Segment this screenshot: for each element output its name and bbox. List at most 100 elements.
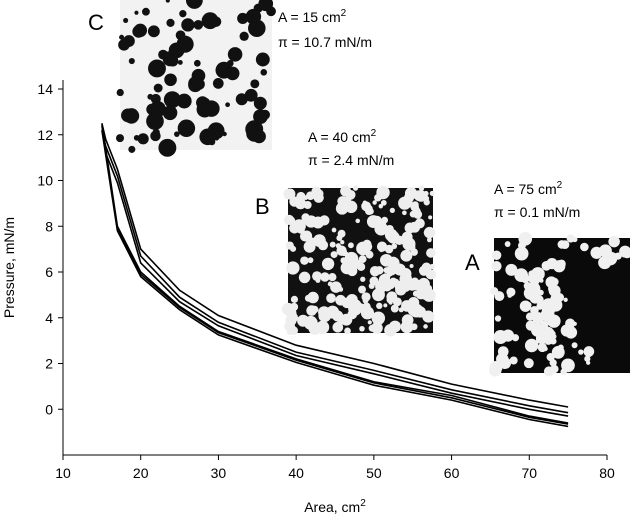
x-tick-label: 40 <box>288 465 304 481</box>
micrograph-blob <box>150 93 161 104</box>
micrograph <box>489 231 630 377</box>
micrograph-blob <box>177 60 183 65</box>
micrograph-blob <box>514 268 529 282</box>
micrograph-blob <box>525 312 535 321</box>
micrograph-blob <box>369 276 379 286</box>
micrograph-blob <box>147 25 160 38</box>
micrograph-blob <box>253 109 268 124</box>
micrograph-blob <box>368 324 376 332</box>
micrograph-blob <box>497 346 509 357</box>
micrograph-blob <box>614 252 622 260</box>
micrograph-blob <box>584 355 591 362</box>
micrograph-blob <box>543 328 551 336</box>
inset-area-sup: 2 <box>557 180 563 191</box>
micrograph-blob <box>426 237 432 243</box>
micrograph-blob <box>146 104 155 113</box>
micrograph-blob <box>225 102 230 108</box>
micrograph-blob <box>299 231 311 242</box>
micrograph-blob <box>315 278 321 283</box>
micrograph-blob <box>415 288 427 300</box>
micrograph-blob <box>152 128 160 136</box>
micrograph-blob <box>326 305 340 319</box>
micrograph-blob <box>188 78 203 93</box>
micrograph-blob <box>532 312 545 325</box>
micrograph-blob <box>193 19 204 30</box>
micrograph-blob <box>239 31 249 41</box>
micrograph-blob <box>329 241 336 248</box>
micrograph-blob <box>557 240 567 249</box>
micrograph-blob <box>418 185 425 191</box>
micrograph-blob <box>128 145 136 153</box>
micrograph-blob <box>360 306 374 320</box>
micrograph-blob <box>383 303 388 308</box>
micrograph-blob <box>543 366 554 377</box>
micrograph-blob <box>372 200 377 205</box>
micrograph-blob <box>208 138 216 146</box>
micrograph-blob <box>423 190 429 197</box>
micrograph-blob <box>499 357 512 370</box>
micrograph-blob <box>158 138 177 157</box>
micrograph-blob <box>529 292 541 304</box>
micrograph-blob <box>358 285 367 294</box>
micrograph-blob <box>153 83 163 93</box>
micrograph-blob <box>540 320 549 329</box>
micrograph-blob <box>598 256 612 270</box>
micrograph-blob <box>563 297 568 302</box>
micrograph-blob <box>358 255 367 264</box>
micrograph-blob <box>491 250 502 261</box>
micrograph-blob <box>550 277 559 286</box>
inset-letter: C <box>88 10 104 35</box>
micrograph-blob <box>315 189 324 198</box>
micrograph-blob <box>319 215 330 226</box>
micrograph-blob <box>335 294 346 306</box>
micrograph-blob <box>387 292 393 298</box>
y-tick-label: 10 <box>37 173 53 189</box>
micrograph-blob <box>387 231 400 244</box>
micrograph-blob <box>352 185 359 191</box>
micrograph-blob <box>531 267 545 281</box>
micrograph-blob <box>201 12 219 30</box>
micrograph-blob <box>176 93 192 109</box>
micrograph-blob <box>423 199 430 206</box>
micrograph-blob <box>490 287 499 296</box>
micrograph-blob <box>166 18 175 27</box>
micrograph-blob <box>380 199 387 206</box>
micrograph-blob <box>207 122 225 140</box>
y-axis-label: Pressure, mN/m <box>1 217 17 318</box>
micrograph-blob <box>524 338 539 353</box>
micrograph-blob <box>134 10 139 15</box>
micrograph-blob <box>296 197 305 207</box>
micrograph-blob <box>237 12 249 25</box>
micrograph-blob <box>586 360 591 365</box>
micrograph-blob <box>599 244 612 258</box>
micrograph-blob <box>404 222 416 234</box>
micrograph-blob <box>226 60 234 67</box>
micrograph-blob <box>376 302 383 310</box>
micrograph-blob <box>423 324 428 329</box>
x-tick-label: 70 <box>521 465 537 481</box>
inset-area-text: A = 75 cm <box>494 181 557 197</box>
micrograph-blob <box>165 0 170 3</box>
y-tick-label: 2 <box>45 356 53 372</box>
micrograph-blob <box>376 295 381 300</box>
x-tick-label: 20 <box>133 465 149 481</box>
micrograph-blob <box>255 52 270 67</box>
micrograph-blob <box>289 302 299 312</box>
x-tick-label: 30 <box>211 465 227 481</box>
micrograph-blob <box>123 17 129 23</box>
micrograph-blob <box>525 320 536 331</box>
micrograph-blob <box>226 72 231 77</box>
inset-area: A = 15 cm2 <box>278 8 347 25</box>
micrograph-blob <box>378 203 384 209</box>
inset-area-text: A = 40 cm <box>308 129 371 145</box>
micrograph-blob <box>402 210 407 216</box>
micrograph-blob <box>583 346 595 357</box>
micrograph-blob <box>123 108 140 124</box>
micrograph-blob <box>536 302 544 310</box>
micrograph-blob <box>555 293 565 302</box>
micrograph-blob <box>321 273 329 281</box>
micrograph-blob <box>414 306 426 318</box>
micrograph-blob <box>300 256 309 265</box>
micrograph-blob <box>336 314 348 325</box>
